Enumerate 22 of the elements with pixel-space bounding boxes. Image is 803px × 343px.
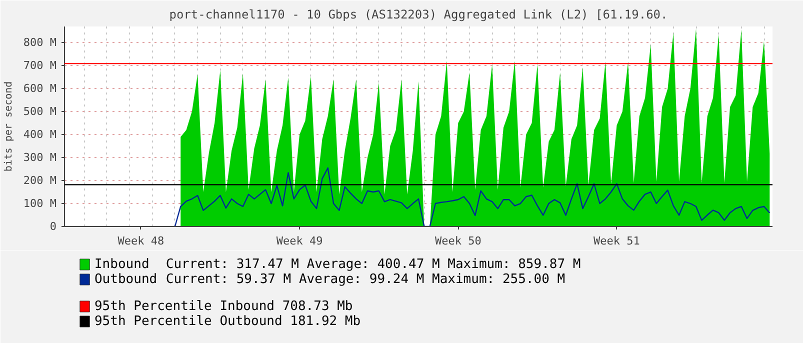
y-tick-label: 0	[50, 220, 56, 233]
y-tick-label: 700 M	[23, 59, 57, 72]
legend-label: 95th Percentile Inbound 708.73 Mb	[94, 299, 353, 314]
y-tick-label: 200 M	[23, 174, 57, 188]
y-tick-label: 400 M	[23, 128, 57, 142]
text: Current: 59.37 M Average: 99.24 M Maximum: 255.00 M	[166, 272, 566, 287]
x-tick-label: Week 50	[434, 234, 482, 248]
x-tick-label: Week 51	[594, 234, 640, 248]
legend-label: Outbound	[94, 272, 158, 287]
legend-label: Inbound	[94, 257, 150, 272]
text: Current: 317.47 M Average: 400.47 M Maximum: 859.87 M	[166, 257, 581, 272]
x-tick-label: Week 49	[276, 234, 323, 248]
y-tick-label: 800 M	[23, 36, 57, 50]
y-tick-label: 300 M	[23, 151, 57, 164]
y-tick-label: 100 M	[23, 197, 57, 210]
line-series	[174, 167, 770, 226]
x-tick-label: Week 48	[118, 234, 164, 248]
chart-title: port-channel1170 - 10 Gbps (AS132203) Aggregated Link (L2) [61.19.60.	[169, 8, 668, 22]
y-axis-title: bits per second	[3, 81, 14, 172]
legend-label: 95th Percentile Outbound 181.92 Mb	[94, 314, 361, 329]
y-tick-label: 600 M	[23, 82, 57, 96]
y-tick-label: 500 M	[23, 105, 57, 118]
